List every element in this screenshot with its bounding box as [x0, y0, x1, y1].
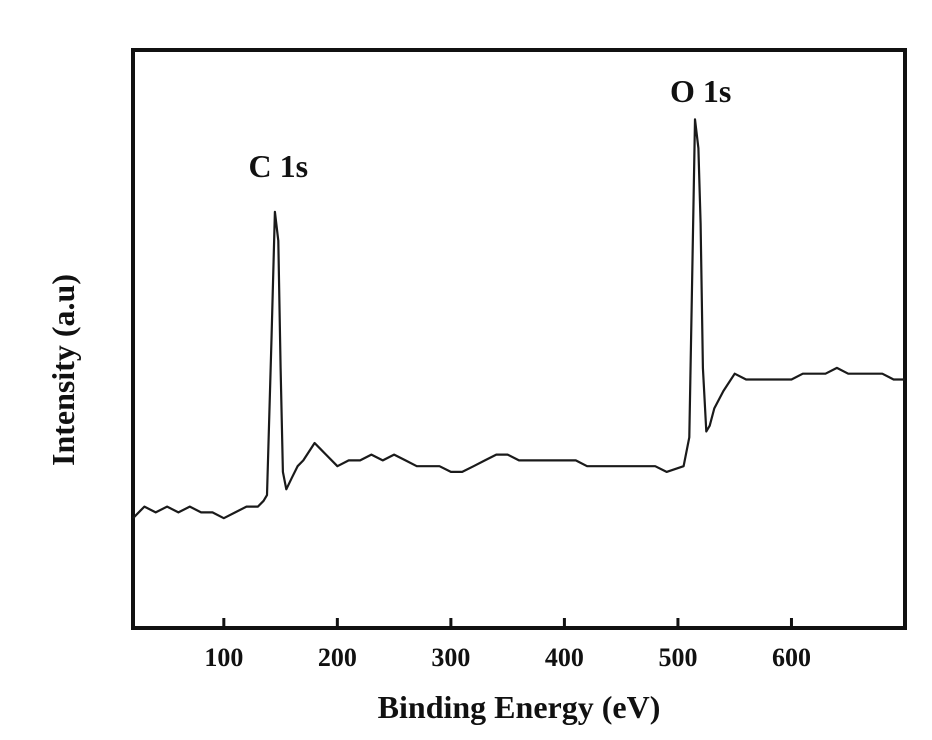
x-axis-title: Binding Energy (eV)	[378, 689, 661, 725]
x-tick-label: 600	[772, 643, 811, 672]
x-tick-label: 500	[658, 643, 697, 672]
y-axis-title: Intensity (a.u)	[45, 274, 81, 466]
x-tick-label: 300	[431, 643, 470, 672]
spectrum-line	[132, 118, 905, 520]
peak-label: O 1s	[670, 73, 731, 109]
peak-annotations: C 1s O 1s	[249, 73, 732, 184]
x-ticks: 100 200 300 400 500 600	[204, 618, 811, 672]
x-tick-label: 200	[318, 643, 357, 672]
peak-label: C 1s	[249, 148, 309, 184]
plot-frame	[131, 48, 907, 630]
x-tick-label: 400	[545, 643, 584, 672]
x-tick-label: 100	[204, 643, 243, 672]
